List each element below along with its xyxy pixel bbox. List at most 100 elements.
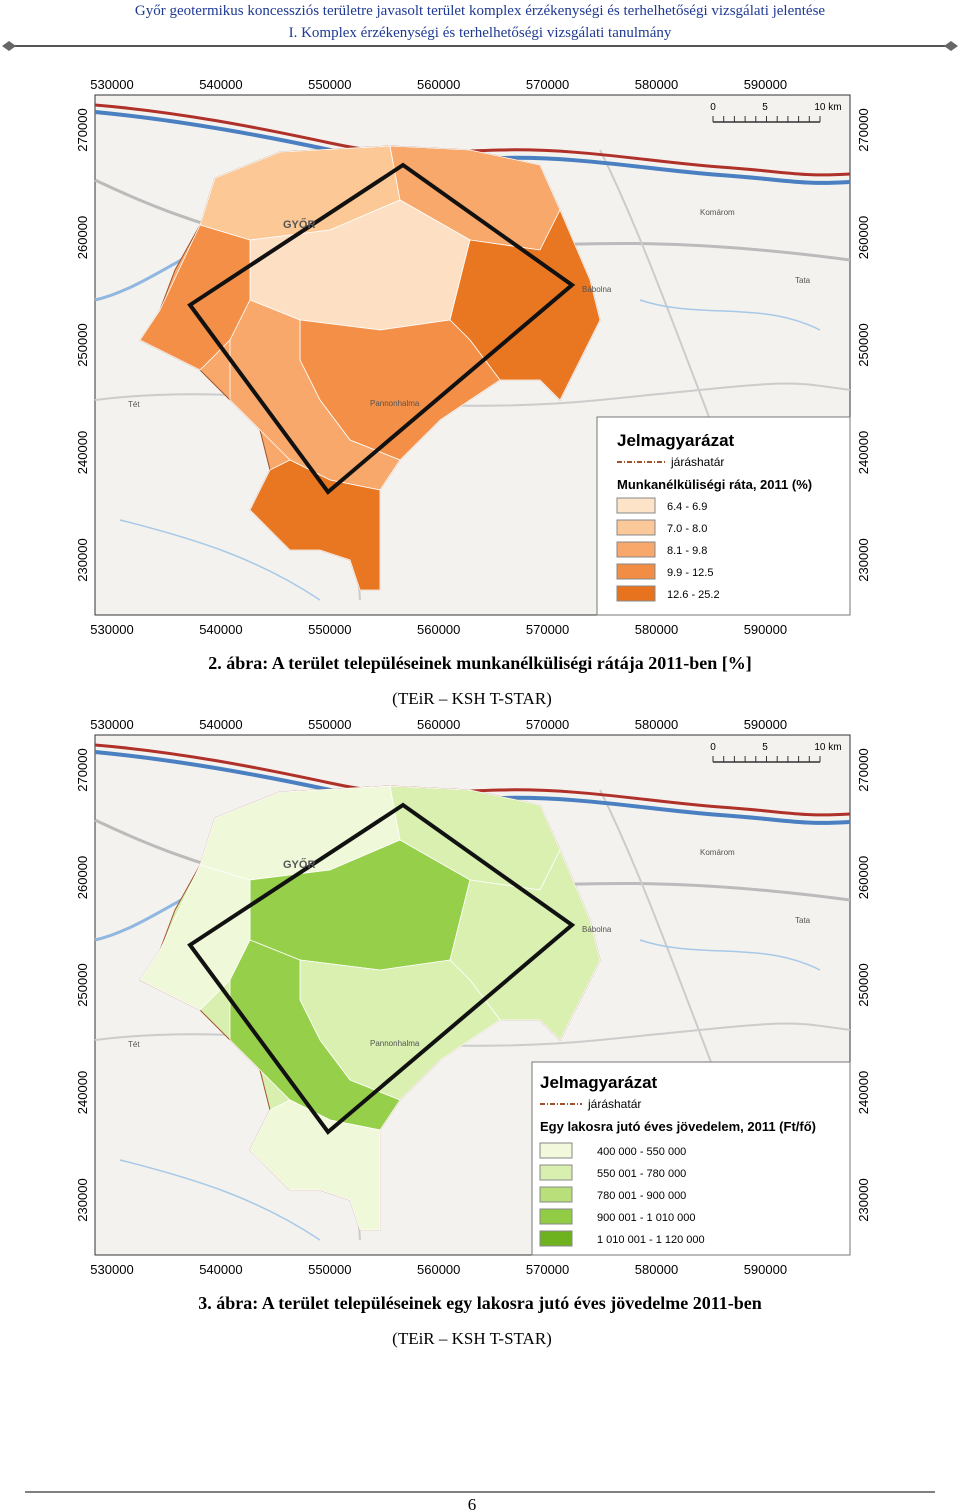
x-coord-label: 550000 [308,77,351,92]
legend-swatch [539,1164,573,1181]
y-coord-label: 260000 [856,216,871,259]
x-coord-label: 590000 [744,622,787,637]
place-label: GYŐR [283,858,315,871]
legend-boundary: járáshatár [670,455,724,469]
x-coord-label: 560000 [417,77,460,92]
scale-label: 0 [710,102,716,113]
legend-label: 6.4 - 6.9 [667,501,707,513]
study-area [187,802,576,1135]
legend-swatch [616,541,656,558]
legend-swatch [616,519,656,536]
y-coord-label: 250000 [75,963,90,1006]
legend-label: 12.6 - 25.2 [667,589,720,601]
map-line [119,1159,321,1241]
y-coord-label: 240000 [856,1071,871,1114]
x-coord-label: 530000 [90,622,133,637]
y-coord-label: 270000 [856,748,871,791]
x-coord-label: 590000 [744,717,787,732]
legend-label: 900 001 - 1 010 000 [597,1212,695,1224]
legend-swatch [539,1142,573,1159]
page-number: 6 [468,1495,477,1512]
y-coord-label: 260000 [856,856,871,899]
figure-source: (TEiR – KSH T-STAR) [392,1329,552,1348]
legend-label: 1 010 001 - 1 120 000 [597,1234,705,1246]
place-label: Bábolna [582,285,612,294]
legend-label: 780 001 - 900 000 [597,1190,686,1202]
scale-label: 5 [762,742,768,753]
y-coord-label: 230000 [75,538,90,581]
place-label: Komárom [700,208,735,217]
y-coord-label: 250000 [75,323,90,366]
y-coord-label: 230000 [856,538,871,581]
y-coord-label: 260000 [75,856,90,899]
legend-swatch [616,497,656,514]
y-coord-label: 250000 [856,963,871,1006]
legend-boundary: járáshatár [587,1097,641,1111]
map-line [639,939,821,971]
x-coord-label: 530000 [90,1262,133,1277]
y-coord-label: 250000 [856,323,871,366]
x-coord-label: 580000 [635,77,678,92]
x-coord-label: 580000 [635,717,678,732]
place-label: Pannonhalma [370,1039,420,1048]
x-coord-label: 540000 [199,622,242,637]
scale-label: 0 [710,742,716,753]
x-coord-label: 550000 [308,717,351,732]
x-coord-label: 570000 [526,1262,569,1277]
legend-label: 9.9 - 12.5 [667,567,713,579]
y-coord-label: 270000 [75,748,90,791]
y-coord-label: 230000 [75,1178,90,1221]
legend-swatch [616,563,656,580]
settlement [249,459,381,591]
y-coord-label: 240000 [75,1071,90,1114]
map-figure: GYŐR Komárom Tata Bábolna Pannonhalma Tét 5300… [75,717,871,1348]
figure-caption: 2. ábra: A terület településeinek munkan… [208,653,752,673]
border [94,103,851,177]
legend-label: 7.0 - 8.0 [667,523,707,535]
x-coord-label: 590000 [744,1262,787,1277]
place-label: Bábolna [582,925,612,934]
x-coord-label: 580000 [635,622,678,637]
legend-box [531,1061,851,1256]
legend-label: 8.1 - 9.8 [667,545,707,557]
place-label: Tét [128,400,140,409]
legend-subtitle: Egy lakosra jutó éves jövedelem, 2011 (F… [540,1119,816,1134]
y-coord-label: 240000 [75,431,90,474]
x-coord-label: 540000 [199,717,242,732]
place-label: Tét [128,1040,140,1049]
x-coord-label: 540000 [199,77,242,92]
place-label: Pannonhalma [370,399,420,408]
x-coord-label: 590000 [744,77,787,92]
settlement [229,299,401,491]
legend-title: Jelmagyarázat [617,431,735,450]
figure-caption: 3. ábra: A terület településeinek egy la… [198,1293,761,1313]
scale-label: 10 km [814,102,841,113]
map-figure: GYŐR Komárom Tata Bábolna Pannonhalma Tét 5300… [75,77,871,708]
legend-swatch [539,1208,573,1225]
legend-title: Jelmagyarázat [540,1073,658,1092]
legend-swatch [539,1186,573,1203]
scale-label: 10 km [814,742,841,753]
place-label: Komárom [700,848,735,857]
y-coord-label: 270000 [75,108,90,151]
legend-label: 550 001 - 780 000 [597,1168,686,1180]
x-coord-label: 570000 [526,717,569,732]
y-coord-label: 240000 [856,431,871,474]
x-coord-label: 530000 [90,77,133,92]
x-coord-label: 560000 [417,717,460,732]
x-coord-label: 580000 [635,1262,678,1277]
x-coord-label: 530000 [90,717,133,732]
legend-box [596,416,851,616]
x-coord-label: 540000 [199,1262,242,1277]
legend-label: 400 000 - 550 000 [597,1146,686,1158]
x-coord-label: 560000 [417,622,460,637]
header-line: Győr geotermikus koncessziós területre j… [135,3,826,19]
legend-swatch [616,585,656,602]
x-coord-label: 550000 [308,622,351,637]
study-area [187,162,576,495]
header-line: I. Komplex érzékenységi és terhelhetőség… [289,25,672,41]
x-coord-label: 560000 [417,1262,460,1277]
settlement [229,939,401,1131]
legend-subtitle: Munkanélküliségi ráta, 2011 (%) [617,477,812,492]
